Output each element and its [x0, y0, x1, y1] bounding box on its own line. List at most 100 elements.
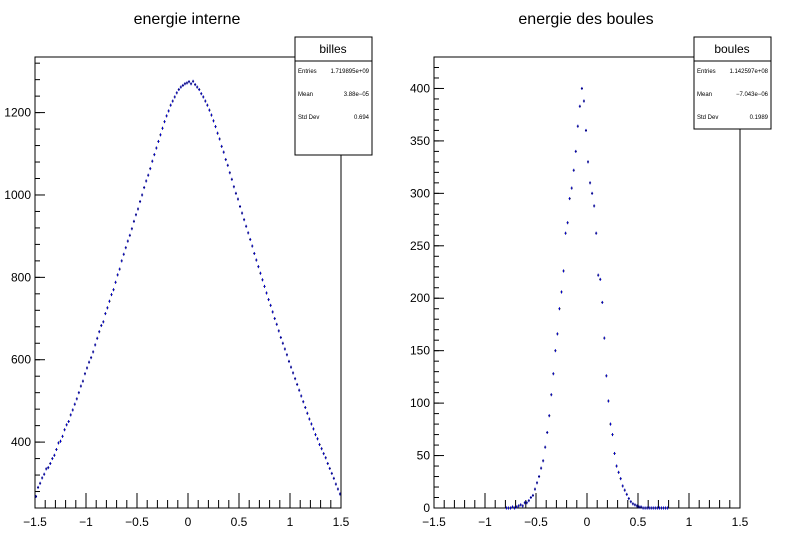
data-point — [224, 158, 227, 162]
data-point — [196, 85, 199, 89]
data-point — [580, 86, 583, 90]
data-point — [312, 427, 315, 431]
data-point — [83, 372, 86, 376]
data-point — [179, 85, 182, 89]
y-tick-label: 200 — [410, 291, 430, 305]
data-point — [234, 191, 237, 195]
data-point — [96, 336, 99, 340]
data-point — [572, 168, 575, 172]
data-point — [648, 506, 651, 510]
data-point — [157, 139, 160, 143]
data-point — [527, 499, 530, 503]
data-point — [324, 456, 327, 460]
stats-box-frame — [294, 36, 373, 156]
data-point — [568, 197, 571, 201]
data-point — [320, 447, 323, 451]
data-point — [617, 470, 620, 474]
data-point — [582, 99, 585, 103]
data-point — [654, 506, 657, 510]
data-point — [55, 448, 58, 452]
data-point — [134, 213, 137, 217]
data-point — [143, 186, 146, 190]
data-point — [308, 417, 311, 421]
data-point — [633, 503, 636, 507]
data-point — [245, 224, 248, 228]
stats-box-right: boules Entries 1.142597e+08 Mean −7.043e… — [693, 36, 772, 130]
data-point — [505, 506, 508, 510]
data-point — [533, 487, 536, 491]
data-point — [603, 336, 606, 340]
data-point — [334, 482, 337, 486]
stats-name: boules — [714, 42, 749, 56]
data-point — [183, 82, 186, 86]
data-point — [177, 88, 180, 92]
data-point — [576, 124, 579, 128]
data-point — [259, 271, 262, 275]
data-point — [194, 83, 197, 87]
data-point — [642, 506, 645, 510]
data-point — [332, 476, 335, 480]
data-point — [640, 505, 643, 509]
data-point — [122, 252, 125, 256]
data-point — [318, 443, 321, 447]
data-point — [283, 347, 286, 351]
data-point — [613, 451, 616, 455]
data-point — [511, 505, 514, 509]
data-point — [165, 114, 168, 118]
data-point — [529, 496, 532, 500]
data-point — [292, 371, 295, 375]
data-point — [181, 83, 184, 87]
data-point — [593, 204, 596, 208]
x-tick-label: 1.5 — [333, 515, 350, 529]
data-point — [88, 360, 91, 364]
data-point — [222, 150, 225, 154]
x-tick-label: 1.5 — [732, 515, 749, 529]
data-point — [145, 179, 148, 183]
x-tick-label: 0 — [185, 515, 192, 529]
data-point — [116, 273, 119, 277]
data-point — [63, 428, 66, 432]
data-point — [322, 452, 325, 456]
data-point — [257, 265, 260, 269]
data-point — [175, 91, 178, 95]
data-point — [249, 237, 252, 241]
data-point — [625, 492, 628, 496]
data-point — [98, 330, 101, 334]
data-point — [220, 144, 223, 148]
data-point — [169, 103, 172, 107]
data-point — [228, 171, 231, 175]
x-tick-label: 0 — [584, 515, 591, 529]
data-point — [108, 299, 111, 303]
data-point — [548, 414, 551, 418]
data-point — [167, 109, 170, 113]
data-point — [149, 167, 152, 171]
data-point — [587, 160, 590, 164]
data-point — [658, 506, 661, 510]
data-point — [210, 113, 213, 117]
data-point — [316, 437, 319, 441]
data-point — [554, 349, 557, 353]
data-point — [188, 80, 191, 84]
data-point — [310, 422, 313, 426]
x-tick-label: 0.5 — [231, 515, 248, 529]
data-point — [92, 350, 95, 354]
data-markers-right — [505, 86, 669, 510]
data-point — [67, 420, 70, 424]
data-point — [644, 506, 647, 510]
data-point — [589, 181, 592, 185]
data-point — [562, 269, 565, 273]
x-tick-label: −1 — [478, 515, 492, 529]
data-point — [90, 356, 93, 360]
pad-left: energie interne −1.5 −1 −0.5 0 0.5 1 1.5 400 600… — [4, 11, 373, 529]
y-tick-label: 150 — [410, 344, 430, 358]
data-point — [75, 397, 78, 401]
stats-value-mean: 3.88e−05 — [344, 92, 370, 98]
data-point — [269, 303, 272, 307]
data-point — [302, 400, 305, 404]
data-point — [230, 177, 233, 181]
data-point — [53, 453, 56, 457]
data-point — [304, 406, 307, 410]
data-point — [619, 477, 622, 481]
data-point — [300, 394, 303, 398]
stats-label-mean: Mean — [697, 92, 712, 98]
